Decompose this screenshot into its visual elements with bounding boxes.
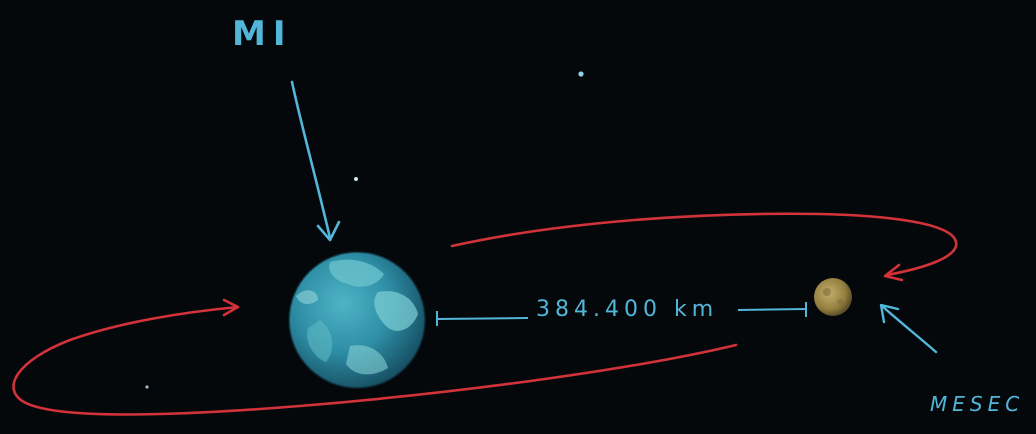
pointer-arrow-earth: [290, 80, 332, 240]
earth-globe-icon: [288, 251, 426, 389]
earth-label: MI: [232, 14, 293, 54]
distance-line: [436, 302, 807, 326]
orbit-arrow-icon: [222, 298, 240, 317]
distance-label: 384.400 km: [536, 297, 719, 322]
moon-label: MESEC: [930, 392, 1025, 416]
star: [578, 71, 584, 77]
orbit-path-front: [12, 305, 738, 416]
moon-disc-icon: [814, 278, 852, 316]
pointer-arrow-icon: [879, 303, 900, 324]
star: [145, 385, 149, 389]
orbit-path-back: [450, 212, 958, 277]
stars: [145, 71, 584, 389]
orbit-arrow-icon: [883, 263, 904, 282]
star: [354, 177, 358, 181]
pointer-arrow-icon: [316, 220, 341, 242]
pointer-arrow-moon: [880, 304, 938, 354]
